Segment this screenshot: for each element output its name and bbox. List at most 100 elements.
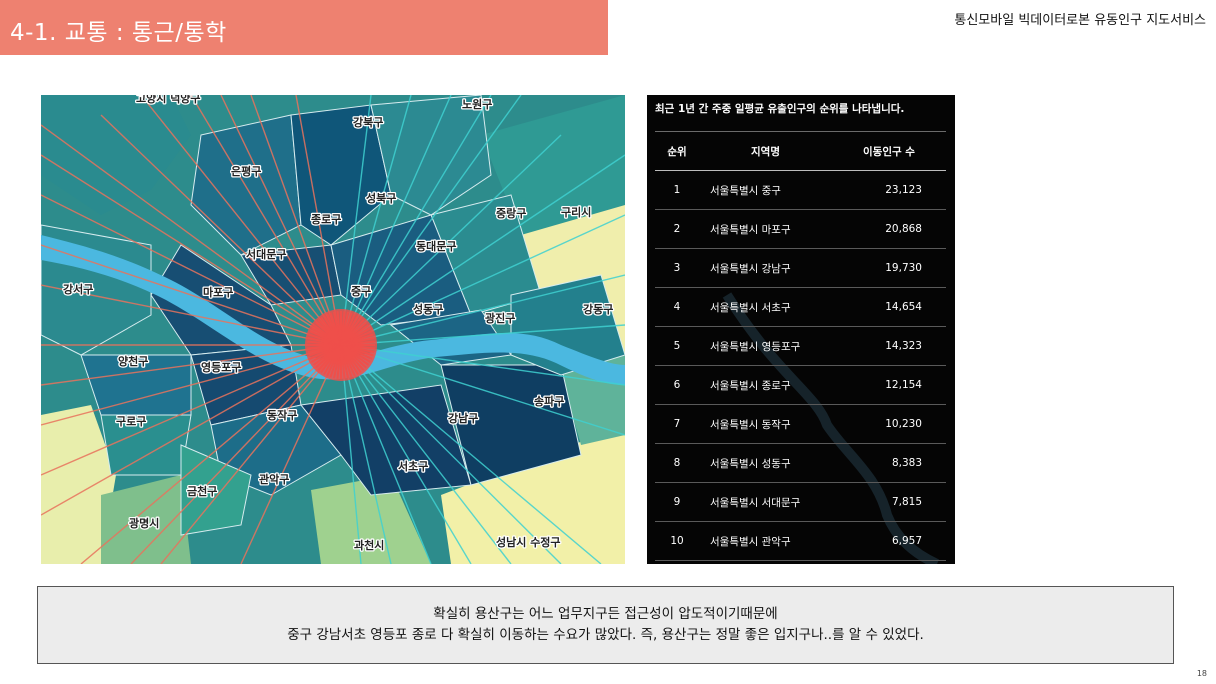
- flow-line: [340, 95, 412, 346]
- district-label: 서대문구: [246, 247, 286, 261]
- page-title: 4-1. 교통 : 통근/통학: [10, 20, 227, 46]
- flow-line: [340, 95, 452, 346]
- flow-line: [41, 194, 342, 346]
- title-banner: 4-1. 교통 : 통근/통학: [0, 0, 608, 55]
- region-cell: 서울특별시 영등포구: [699, 326, 832, 366]
- flow-line: [340, 344, 362, 564]
- flow-line: [340, 344, 512, 564]
- district-label: 중랑구: [496, 207, 526, 220]
- ranking-panel: 최근 1년 간 주중 일평균 유출인구의 순위를 나타냅니다. 순위 지역명 이…: [647, 95, 955, 564]
- flow-line: [295, 95, 342, 346]
- service-name: 통신모바일 빅데이터로본 유동인구 지도서비스: [954, 13, 1206, 28]
- district-label: 종로구: [311, 213, 341, 226]
- flow-line: [340, 344, 625, 436]
- table-row: 10 서울특별시 관악구 6,957: [655, 521, 946, 561]
- region-cell: 서울특별시 서대문구: [699, 482, 832, 522]
- flow-line: [340, 214, 625, 346]
- flow-line: [340, 95, 492, 346]
- flow-line: [340, 344, 625, 386]
- count-cell: 10,230: [832, 404, 946, 444]
- district-label: 구로구: [116, 415, 146, 428]
- ranking-caption: 최근 1년 간 주중 일평균 유출인구의 순위를 나타냅니다.: [655, 103, 905, 115]
- district-label: 성동구: [413, 302, 443, 316]
- flow-line: [41, 344, 342, 516]
- district-label: 강서구: [63, 282, 93, 296]
- flow-line: [340, 344, 392, 564]
- district-label: 은평구: [231, 164, 261, 178]
- table-row: 3 서울특별시 강남구 19,730: [655, 248, 946, 288]
- region-cell: 서울특별시 마포구: [699, 209, 832, 249]
- flow-line: [41, 344, 342, 426]
- count-cell: 8,383: [832, 443, 946, 483]
- region-cell: 서울특별시 동작구: [699, 404, 832, 444]
- rank-cell: 7: [655, 404, 699, 444]
- region-cell: 서울특별시 중구: [699, 170, 832, 210]
- district-label: 과천시: [354, 538, 384, 552]
- flow-line: [41, 154, 342, 346]
- district-label: 송파구: [534, 394, 564, 408]
- flow-line: [340, 344, 562, 564]
- district-region: [101, 475, 191, 564]
- district-label: 성남시 수정구: [496, 535, 561, 549]
- count-cell: 20,868: [832, 209, 946, 249]
- flow-line: [41, 124, 342, 346]
- flow-line: [340, 344, 602, 564]
- district-region: [481, 95, 625, 235]
- rank-cell: 10: [655, 521, 699, 561]
- flow-line: [340, 154, 625, 346]
- table-row: 1 서울특별시 중구 23,123: [655, 170, 946, 210]
- district-label: 중구: [351, 285, 371, 298]
- ranking-table: 순위 지역명 이동인구 수 1 서울특별시 중구 23,123 2 서울특별시 …: [655, 131, 946, 561]
- district-label: 금천구: [187, 484, 217, 498]
- district-label: 동작구: [267, 408, 297, 422]
- commentary-line: 확실히 용산구는 어느 업무지구든 접근성이 압도적이기때문에: [433, 606, 778, 622]
- page-number: 18: [1196, 669, 1207, 678]
- commentary-box: 확실히 용산구는 어느 업무지구든 접근성이 압도적이기때문에 중구 강남서초 …: [37, 586, 1174, 664]
- district-label: 광진구: [485, 311, 515, 325]
- flow-line: [160, 344, 342, 564]
- district-label: 마포구: [203, 285, 233, 299]
- region-cell: 서울특별시 종로구: [699, 365, 832, 405]
- flow-line: [340, 95, 372, 346]
- table-row: 8 서울특별시 성동구 8,383: [655, 443, 946, 483]
- flow-line: [250, 95, 342, 346]
- count-cell: 12,154: [832, 365, 946, 405]
- flow-line: [340, 344, 432, 564]
- han-river: [41, 235, 625, 385]
- rank-cell: 6: [655, 365, 699, 405]
- flow-line: [41, 244, 342, 346]
- table-row: 9 서울특별시 서대문구 7,815: [655, 482, 946, 522]
- region-cell: 서울특별시 성동구: [699, 443, 832, 483]
- region-cell: 서울특별시 강남구: [699, 248, 832, 288]
- header-rank: 순위: [655, 131, 699, 171]
- district-label: 고양시 덕양구: [136, 95, 201, 105]
- commentary-line: 중구 강남서초 영등포 종로 다 확실히 이동하는 수요가 많았다. 즉, 용산…: [287, 627, 924, 643]
- flow-line: [100, 114, 342, 346]
- flow-line: [340, 344, 472, 564]
- district-label: 강동구: [583, 302, 613, 316]
- table-header-row: 순위 지역명 이동인구 수: [655, 131, 946, 171]
- district-label: 양천구: [118, 354, 148, 368]
- flow-line: [340, 274, 625, 346]
- rank-cell: 3: [655, 248, 699, 288]
- district-region: [441, 425, 625, 564]
- table-row: 2 서울특별시 마포구 20,868: [655, 209, 946, 249]
- header-count: 이동인구 수: [832, 131, 946, 171]
- flow-line: [80, 344, 342, 564]
- table-row: 7 서울특별시 동작구 10,230: [655, 404, 946, 444]
- rank-cell: 2: [655, 209, 699, 249]
- count-cell: 7,815: [832, 482, 946, 522]
- flow-line: [41, 344, 342, 476]
- flow-line: [41, 284, 342, 346]
- header-region: 지역명: [699, 131, 832, 171]
- region-cell: 서울특별시 서초구: [699, 287, 832, 327]
- rank-cell: 8: [655, 443, 699, 483]
- table-row: 4 서울특별시 서초구 14,654: [655, 287, 946, 327]
- table-row: 6 서울특별시 종로구 12,154: [655, 365, 946, 405]
- district-region: [311, 475, 431, 564]
- district-label: 영등포구: [201, 361, 241, 374]
- flow-line: [340, 324, 625, 346]
- flow-map: 고양시 덕양구 노원구 강북구 은평구 성북구 종로구 중랑구 구리시 서대문구 동대문구 강서구 마…: [41, 95, 625, 564]
